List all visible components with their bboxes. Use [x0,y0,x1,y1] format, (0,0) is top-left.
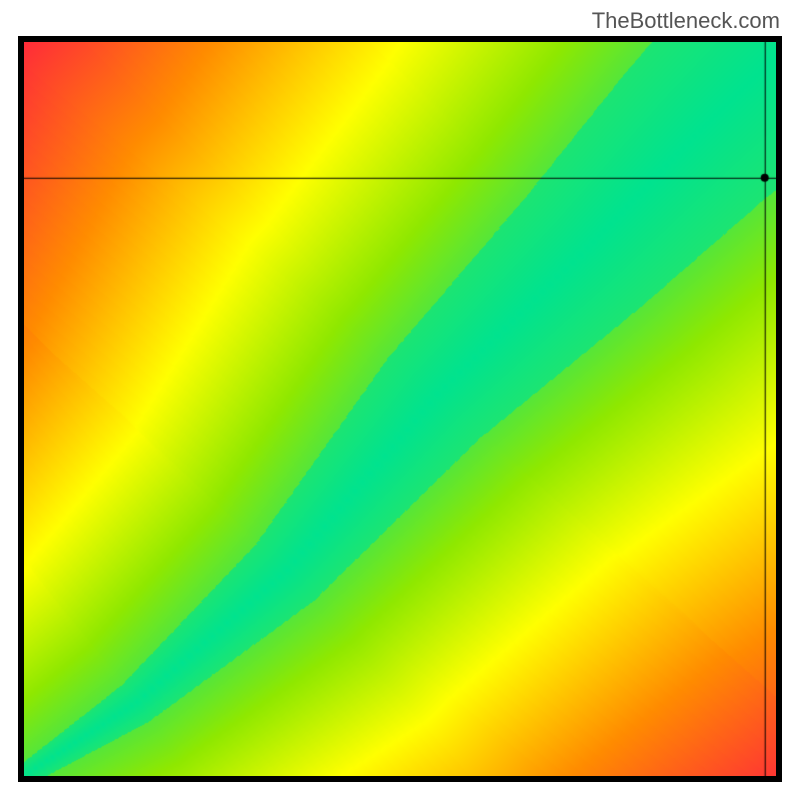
watermark-text: TheBottleneck.com [592,8,780,34]
root-container: TheBottleneck.com [0,0,800,800]
bottleneck-heatmap [24,42,776,776]
